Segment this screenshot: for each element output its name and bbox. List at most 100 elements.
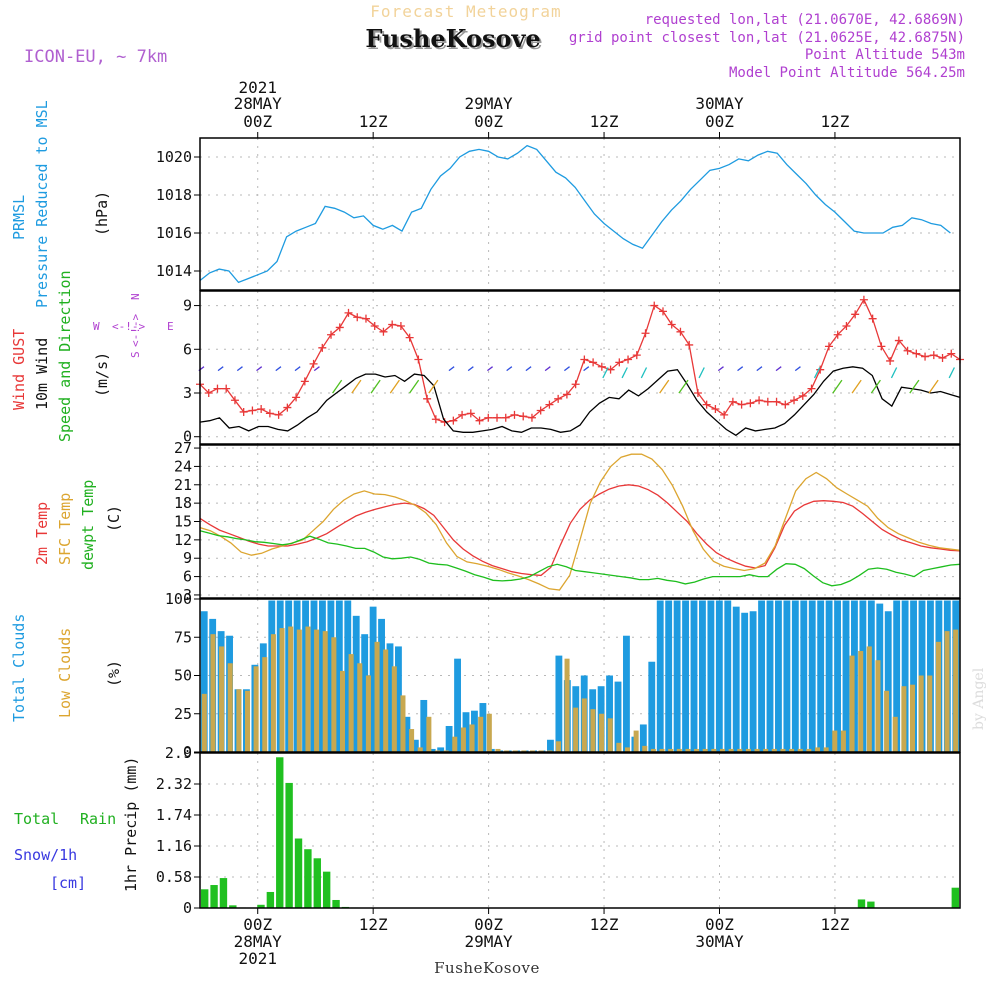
point-altitude: Point Altitude 543m (805, 47, 965, 63)
low-cloud-bar (737, 748, 743, 752)
total-cloud-bar (369, 606, 377, 752)
gust-marker (545, 400, 554, 409)
gust-marker (711, 405, 720, 414)
wind-dir-arrow (332, 379, 343, 394)
compass-rose: N S <-!-> W <-!-> E (93, 293, 174, 358)
total-cloud-bar (386, 643, 394, 752)
low-cloud-bar (296, 629, 302, 752)
gust-marker (527, 413, 536, 422)
low-cloud-bar (676, 748, 682, 752)
gust-marker (886, 356, 895, 365)
wind-dir-arrow (409, 379, 420, 394)
low-cloud-bar (521, 750, 527, 752)
wind-dir-arrow (890, 367, 898, 379)
rain-bar (257, 904, 265, 908)
low-cloud-bar (806, 748, 812, 752)
low-cloud-bar (892, 716, 898, 752)
gust-marker (851, 310, 860, 319)
wind-dir-arrow (313, 366, 320, 372)
gust-marker (519, 412, 528, 421)
low-cloud-bar (547, 750, 553, 752)
wind-unit: (m/s) (93, 352, 111, 397)
wind-dir-arrow (389, 379, 400, 394)
gust-marker (903, 346, 912, 355)
low-cloud-bar (478, 716, 484, 752)
ytick-label: 0.58 (156, 868, 192, 886)
ytick-label: 1018 (156, 186, 192, 204)
watermark: by Angel (971, 667, 987, 730)
wind-dir-arrow (737, 366, 744, 372)
dewpt-label: dewpt Temp (79, 480, 97, 570)
total-cloud-bar (690, 600, 698, 752)
rain-bar (229, 905, 237, 908)
gust-marker (388, 320, 397, 329)
gust-marker (370, 321, 379, 330)
total-cloud-bar (200, 611, 208, 752)
low-cloud-bar (840, 730, 846, 752)
low-cloud-bar (210, 634, 216, 752)
gust-marker (379, 327, 388, 336)
bottom-date-label: 29MAY (465, 932, 514, 951)
low-cloud-bar (538, 750, 544, 752)
wind-dir-arrow (448, 366, 455, 372)
total-cloud-bar (910, 600, 917, 752)
wind-dir-arrow (217, 366, 224, 372)
marks-layer (196, 144, 964, 908)
low-cloud-bar (564, 658, 570, 752)
low-cloud-bar (711, 748, 717, 752)
low-cloud-bar (305, 626, 311, 752)
gust-marker (423, 394, 432, 403)
low-cloud-bar (262, 657, 268, 752)
low-cloud-bar (745, 748, 751, 752)
compass-arrows: <-!-> (129, 314, 142, 347)
gust-marker (658, 307, 667, 316)
low-cloud-bar (288, 626, 294, 752)
top-hour-label: 00Z (705, 112, 734, 131)
wind-dir-arrow (236, 366, 243, 372)
total-cloud-bar (901, 600, 909, 752)
low-cloud-bar (780, 748, 786, 752)
total-cloud-bar (445, 725, 453, 752)
total-cloud-bar (783, 600, 791, 752)
gust-marker (213, 384, 222, 393)
top-hour-label: 12Z (590, 112, 619, 131)
top-hour-label: 00Z (243, 112, 272, 131)
low-cloud-bar (763, 748, 769, 752)
low-cloud-bar (875, 660, 881, 752)
gust-marker (493, 413, 502, 422)
wind-dir-arrow (351, 379, 362, 394)
total-cloud-bar (741, 612, 749, 752)
total-cloud-bar (462, 712, 470, 752)
gust-marker (676, 327, 685, 336)
compass-n: N (129, 293, 142, 300)
wind-dir-arrow (794, 366, 801, 372)
gust-marker (807, 384, 816, 393)
ytick-label: 0 (183, 899, 192, 917)
total-cloud-bar (319, 600, 326, 752)
low-cloud-bar (702, 748, 708, 752)
gust-marker (781, 400, 790, 409)
ytick-label: 0 (183, 743, 192, 761)
low-cloud-bar (642, 745, 648, 752)
wind-dir-arrow (275, 366, 282, 372)
gust-marker (842, 321, 851, 330)
ytick-label: 75 (174, 628, 192, 646)
gust-marker (431, 415, 440, 424)
total-cloud-bar (732, 606, 740, 752)
tsfc-line (199, 453, 961, 591)
total-cloud-bar (724, 600, 732, 752)
gust-marker (222, 384, 231, 393)
rain-bar (266, 891, 275, 908)
bottom-hour-label: 12Z (590, 915, 619, 934)
low-cloud-bar (244, 690, 251, 752)
low-cloud-bar (219, 646, 225, 752)
low-cloud-bar (694, 748, 700, 752)
top-hour-label: 12Z (820, 112, 849, 131)
low-cloud-bar (512, 750, 518, 752)
gust-marker (204, 389, 213, 397)
low-cloud-bar (771, 748, 777, 752)
ytick-label: 21 (174, 476, 192, 494)
ytick-label: 2.9 (165, 744, 192, 762)
low-cloud-bar (668, 748, 674, 752)
low-cloud-bar (469, 724, 475, 752)
